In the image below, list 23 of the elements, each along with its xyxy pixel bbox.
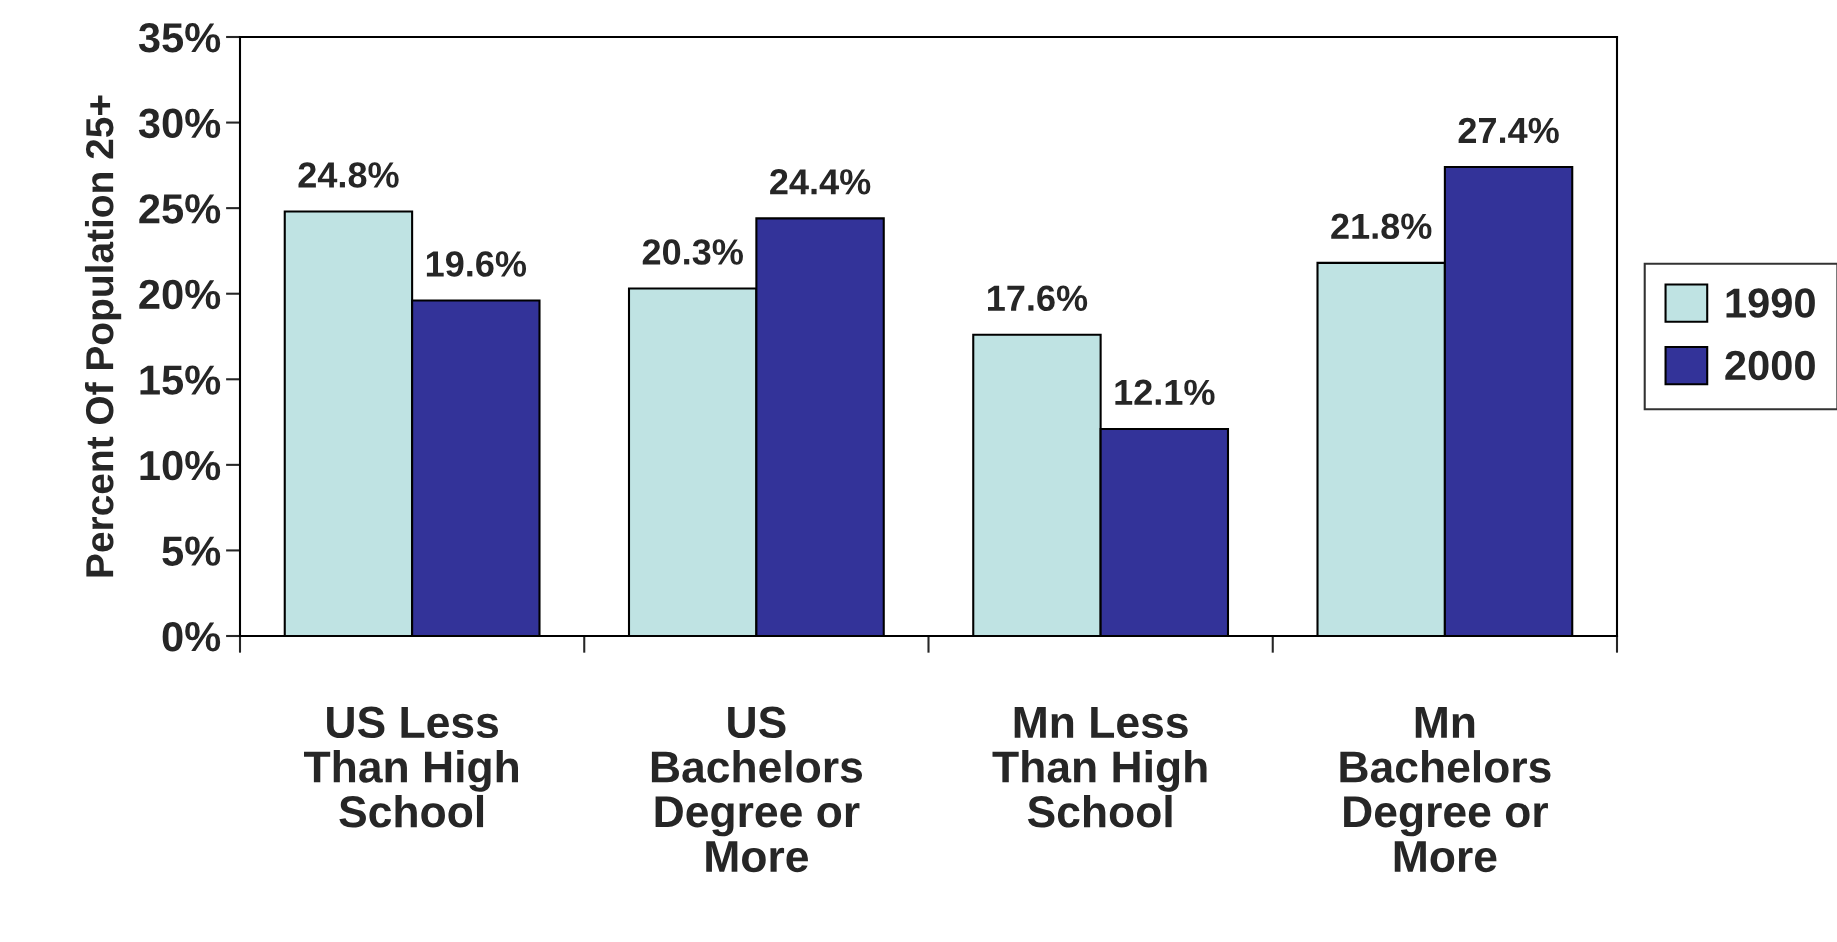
data-label: 21.8% bbox=[1331, 213, 1432, 240]
legend-label: 1990 bbox=[1726, 288, 1815, 318]
x-tick-label: US Less Than High School bbox=[304, 706, 519, 828]
y-tick-label: 0% bbox=[162, 622, 221, 652]
y-tick-label: 20% bbox=[139, 279, 221, 310]
data-label: 17.6% bbox=[988, 285, 1088, 311]
data-label: 24.4% bbox=[770, 169, 871, 195]
y-tick-label: 35% bbox=[138, 23, 221, 53]
y-tick-label: 15% bbox=[140, 365, 221, 395]
data-label: 20.3% bbox=[642, 239, 743, 265]
x-tick-label: Mn Bachelors Degree or More bbox=[1340, 707, 1551, 873]
x-tick-label: Mn Less Than High School bbox=[992, 707, 1207, 828]
y-tick-label: 10% bbox=[140, 450, 221, 481]
data-label: 24.8% bbox=[298, 162, 399, 188]
y-tick-label: 5% bbox=[162, 536, 221, 566]
data-label: 12.1% bbox=[1115, 379, 1215, 406]
y-tick-label: 25% bbox=[139, 194, 221, 224]
data-label: 27.4% bbox=[1458, 117, 1559, 144]
y-axis-title: Percent Of Population 25+ bbox=[84, 95, 122, 577]
legend-label: 2000 bbox=[1725, 350, 1815, 381]
x-tick-label: US Bachelors Degree or More bbox=[651, 706, 863, 873]
y-tick-label: 30% bbox=[138, 108, 221, 139]
data-label: 19.6% bbox=[426, 251, 527, 277]
